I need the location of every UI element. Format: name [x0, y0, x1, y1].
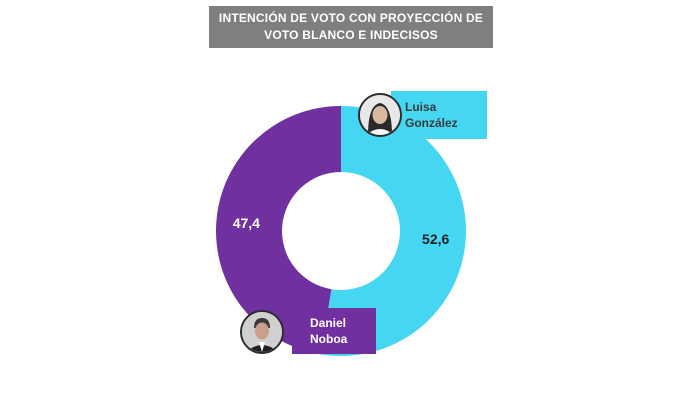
candidate-label-luisa-gonzalez: Luisa González — [391, 91, 487, 139]
candidate-first-name: Daniel — [310, 316, 347, 330]
candidate-label-daniel-noboa: Daniel Noboa — [292, 308, 376, 354]
person-photo-icon — [240, 310, 284, 354]
chart-title-line-1: INTENCIÓN DE VOTO CON PROYECCIÓN DE — [218, 11, 484, 25]
slice-label-luisa-gonzalez: 52,6 — [422, 231, 449, 247]
chart-title: INTENCIÓN DE VOTO CON PROYECCIÓN DE VOTO… — [209, 6, 493, 48]
candidate-last-name: González — [405, 116, 458, 130]
slice-label-daniel-noboa: 47,4 — [233, 215, 260, 231]
donut-slice-luisa-gonzalez — [320, 106, 466, 356]
candidate-last-name: Noboa — [310, 332, 348, 346]
donut-slice-daniel-noboa — [215, 106, 341, 355]
chart-title-line-2: VOTO BLANCO E INDECISOS — [264, 28, 438, 42]
person-photo-icon — [358, 93, 402, 137]
candidate-first-name: Luisa — [405, 100, 437, 114]
